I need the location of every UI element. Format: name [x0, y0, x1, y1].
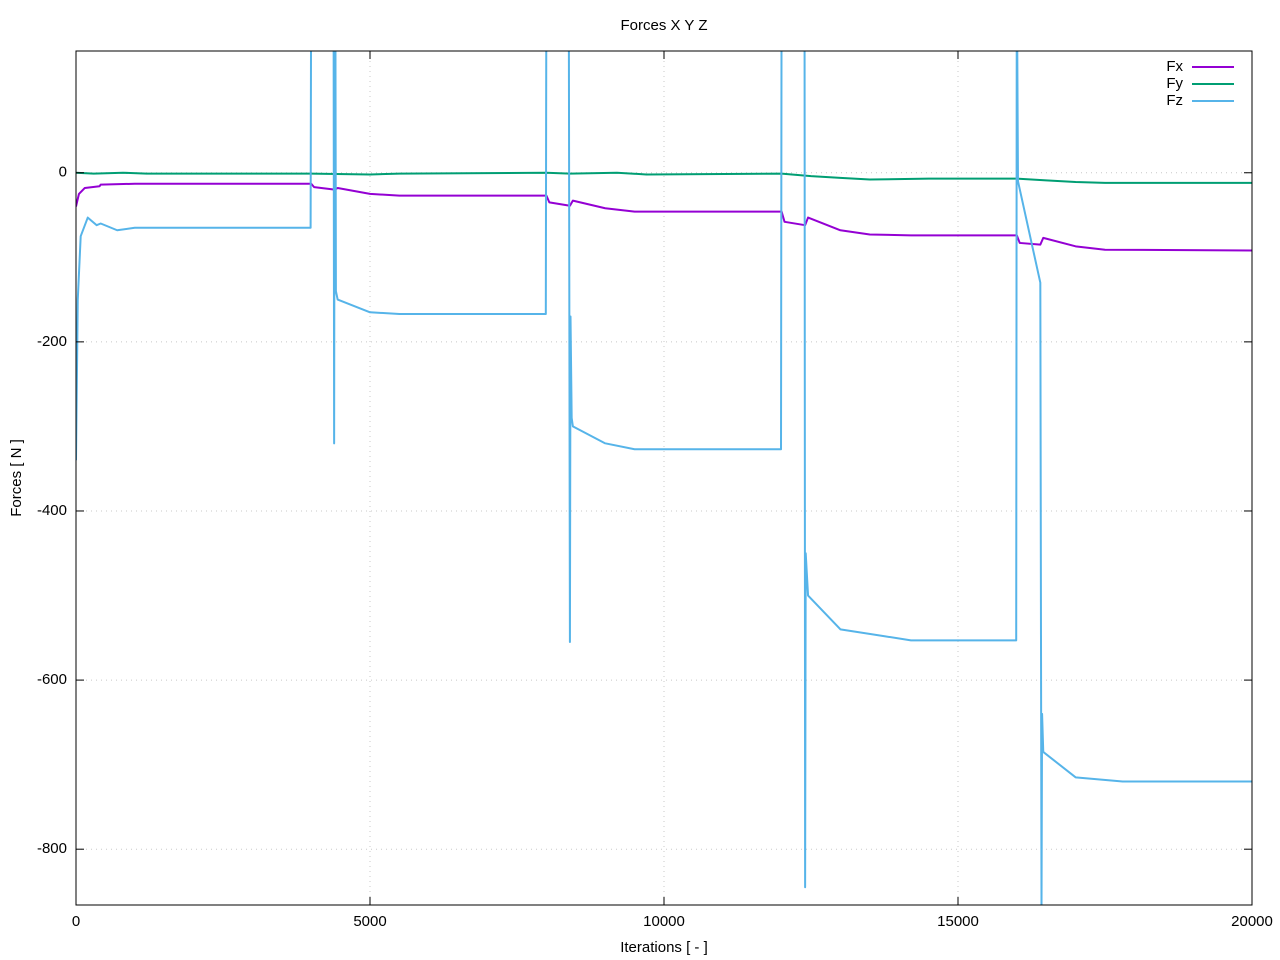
y-tick-label: -400 [37, 502, 67, 519]
grid [75, 51, 1253, 905]
chart-title: Forces X Y Z [621, 17, 708, 34]
x-axis-label: Iterations [ - ] [620, 939, 708, 956]
x-tick-label: 5000 [353, 913, 386, 930]
x-tick-label: 15000 [937, 913, 979, 930]
series-line [76, 171, 1252, 184]
series-line [76, 182, 1252, 252]
y-tick-label: -800 [37, 840, 67, 857]
y-axis-label: Forces [ N ] [8, 439, 25, 517]
y-tick-label: -600 [37, 671, 67, 688]
legend-label: Fy [1166, 75, 1183, 92]
x-tick-label: 20000 [1231, 913, 1273, 930]
legend-label: Fz [1166, 92, 1183, 109]
legend-label: Fx [1166, 58, 1183, 75]
x-tick-label: 0 [72, 913, 80, 930]
series-line [76, 51, 1252, 905]
plot-area [76, 51, 1252, 905]
y-tick-label: 0 [59, 164, 67, 181]
x-tick-label: 10000 [643, 913, 685, 930]
y-tick-label: -200 [37, 333, 67, 350]
